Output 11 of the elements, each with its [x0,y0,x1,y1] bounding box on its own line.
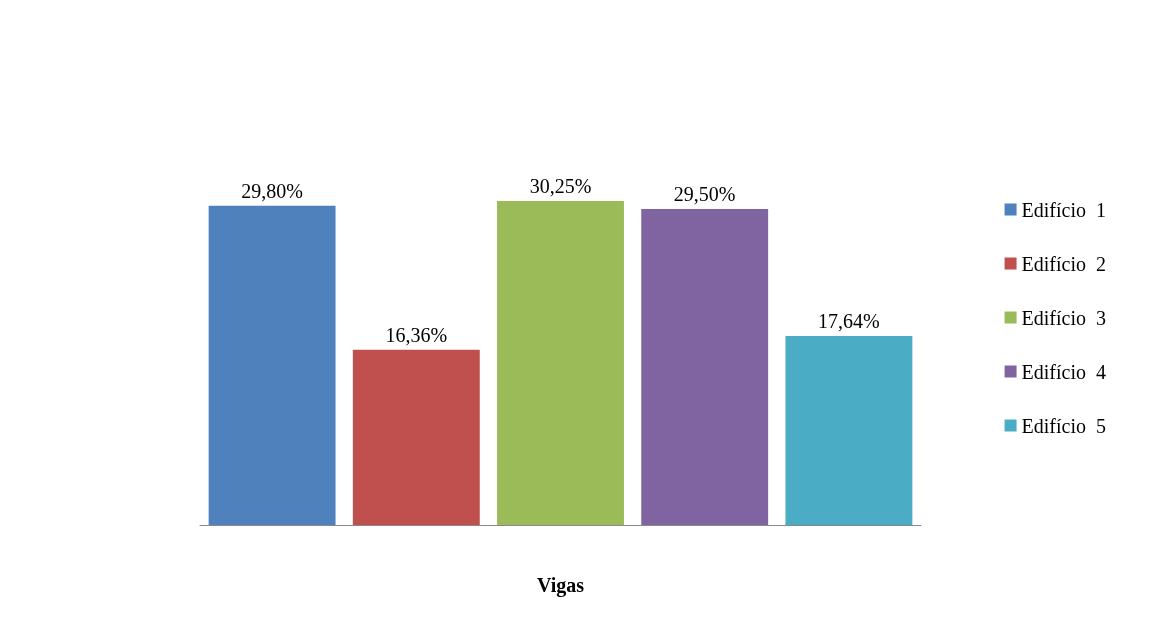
legend-label: Edifício 2 [1021,252,1107,275]
legend-label: Edifício 4 [1021,360,1107,383]
data-label: 17,64% [818,310,880,332]
x-axis-title: Vigas [536,574,585,597]
data-label: 29,80% [241,179,303,202]
legend-label: Edifício 3 [1021,306,1107,329]
data-label: 30,25% [529,174,592,197]
data-label: 29,50% [673,182,736,205]
legend-label: Edifício 5 [1021,414,1107,437]
data-label: 16,36% [385,323,448,346]
legend-label: Edifício 1 [1021,198,1107,221]
